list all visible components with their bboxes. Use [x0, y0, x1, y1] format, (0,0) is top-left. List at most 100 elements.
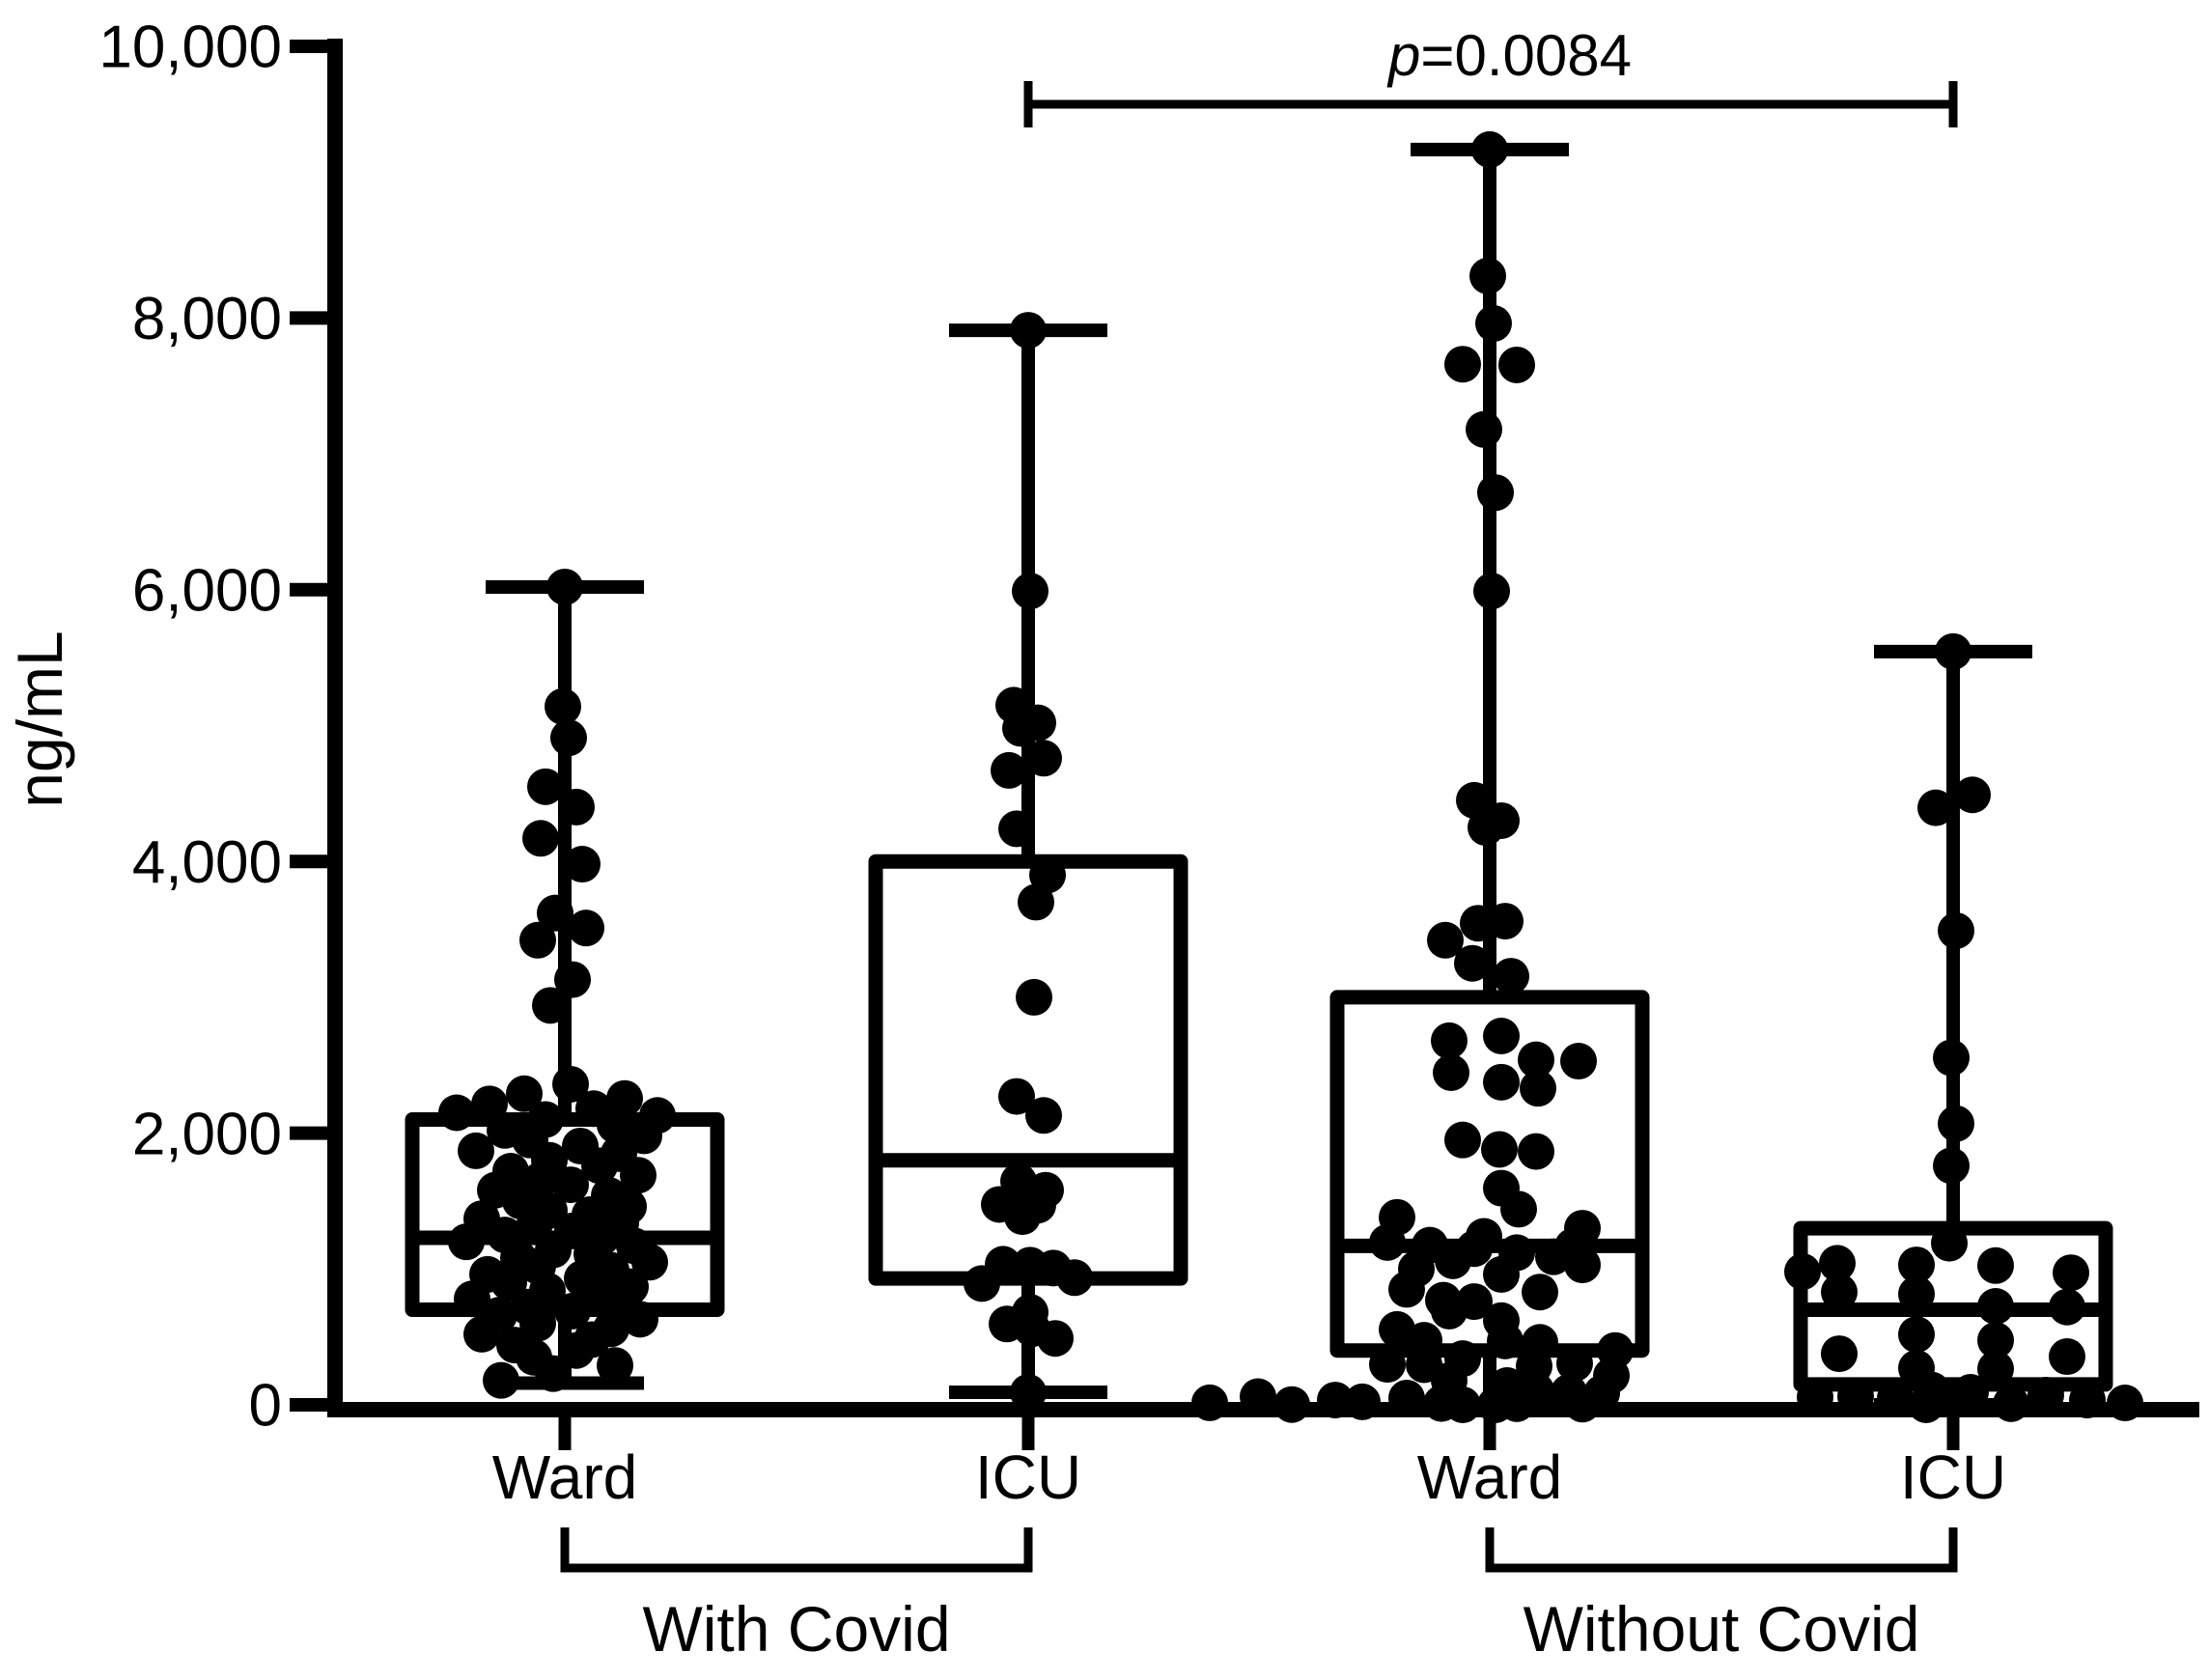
data-point-ward-with-covid: [554, 1292, 591, 1330]
data-point-ward-with-covid: [519, 1304, 556, 1342]
data-point-icu-with-covid: [998, 1078, 1035, 1115]
y-tick-label: 0: [249, 1373, 282, 1440]
data-point-ward-with-covid: [545, 687, 581, 725]
data-point-icu-without-covid: [1917, 789, 1954, 826]
data-point-ward-without-covid: [1522, 1274, 1558, 1311]
data-point-ward-with-covid: [471, 1085, 508, 1123]
data-point-icu-with-covid: [1016, 978, 1052, 1016]
data-point-icu-without-covid: [1954, 776, 1991, 814]
data-point-icu-with-covid: [991, 751, 1027, 789]
data-point-ward-with-covid: [519, 921, 556, 959]
data-point-icu-without-covid: [2107, 1385, 2143, 1422]
data-point-ward-without-covid: [1240, 1378, 1276, 1415]
y-tick-label: 2,000: [132, 1101, 282, 1167]
data-point-icu-without-covid: [1977, 1246, 2014, 1284]
data-point-ward-with-covid: [532, 987, 569, 1024]
data-point-icu-with-covid: [1025, 740, 1062, 777]
data-point-icu-without-covid: [1977, 1287, 2014, 1325]
data-point-ward-without-covid: [1483, 1063, 1520, 1101]
data-point-icu-without-covid: [1821, 1274, 1858, 1311]
y-axis-title: ng/mL: [4, 630, 75, 807]
data-point-icu-with-covid: [1018, 883, 1054, 921]
data-point-icu-without-covid: [1908, 1386, 1944, 1423]
data-point-ward-with-covid: [506, 1075, 543, 1112]
data-point-ward-without-covid: [1483, 1255, 1520, 1293]
y-tick-label: 6,000: [132, 558, 282, 625]
data-point-ward-without-covid: [1535, 1238, 1572, 1275]
data-point-icu-with-covid: [1025, 1097, 1062, 1134]
data-point-ward-with-covid: [546, 568, 583, 605]
data-point-icu-without-covid: [1898, 1246, 1935, 1284]
data-point-ward-with-covid: [463, 1315, 500, 1353]
data-point-ward-without-covid: [1518, 1133, 1554, 1170]
data-point-ward-with-covid: [483, 1361, 519, 1399]
data-point-ward-without-covid: [1468, 809, 1504, 847]
data-point-ward-without-covid: [1473, 573, 1510, 610]
data-point-ward-without-covid: [1460, 905, 1496, 942]
data-point-ward-with-covid: [620, 1157, 657, 1194]
data-point-icu-with-covid: [964, 1265, 1000, 1302]
data-point-icu-without-covid: [1931, 1224, 1968, 1262]
data-point-icu-without-covid: [2027, 1377, 2064, 1414]
y-tick-label: 8,000: [132, 286, 282, 352]
data-point-ward-without-covid: [1475, 305, 1512, 343]
data-point-icu-without-covid: [1898, 1275, 1935, 1313]
data-point-icu-without-covid: [1938, 911, 1974, 949]
y-tick-label: 4,000: [132, 829, 282, 896]
data-point-ward-with-covid: [597, 1106, 633, 1144]
data-point-ward-with-covid: [458, 1132, 494, 1169]
data-point-ward-with-covid: [568, 910, 604, 947]
data-point-icu-without-covid: [1933, 1039, 1970, 1077]
data-point-ward-without-covid: [1477, 474, 1514, 512]
data-point-ward-with-covid: [597, 1347, 633, 1385]
data-point-icu-without-covid: [1784, 1253, 1821, 1291]
data-point-icu-with-covid: [1010, 1374, 1047, 1412]
y-tick-label: 10,000: [98, 14, 282, 81]
data-point-icu-without-covid: [1837, 1378, 1874, 1415]
data-point-ward-without-covid: [1483, 1017, 1520, 1054]
data-point-icu-without-covid: [1797, 1378, 1833, 1415]
group-label-ward-2: Ward: [1417, 1442, 1563, 1512]
data-point-ward-without-covid: [1518, 1041, 1554, 1078]
data-point-ward-without-covid: [1481, 1131, 1518, 1168]
data-point-ward-with-covid: [622, 1301, 658, 1338]
data-point-icu-without-covid: [2049, 1288, 2085, 1326]
data-point-ward-without-covid: [1431, 1292, 1468, 1330]
data-point-icu-without-covid: [1938, 1105, 1974, 1142]
data-point-ward-without-covid: [1454, 944, 1491, 982]
data-point-ward-with-covid: [558, 788, 595, 826]
group-label-icu-1: ICU: [975, 1442, 1081, 1512]
data-point-ward-without-covid: [1191, 1384, 1228, 1421]
data-point-ward-without-covid: [1388, 1379, 1425, 1416]
data-point-ward-with-covid: [552, 1065, 589, 1103]
data-point-ward-without-covid: [1273, 1386, 1310, 1423]
data-point-ward-with-covid: [527, 768, 564, 805]
data-point-ward-without-covid: [1317, 1382, 1354, 1419]
data-point-ward-without-covid: [1369, 1346, 1406, 1384]
data-point-ward-with-covid: [552, 1166, 589, 1204]
data-point-ward-with-covid: [564, 846, 601, 883]
data-point-icu-without-covid: [1977, 1350, 2014, 1387]
data-point-ward-without-covid: [1493, 958, 1529, 995]
data-point-icu-with-covid: [1012, 573, 1049, 610]
data-point-ward-with-covid: [537, 894, 573, 932]
data-point-icu-without-covid: [1877, 1379, 1914, 1416]
group-label-icu-3: ICU: [1900, 1442, 2006, 1512]
data-point-ward-without-covid: [1435, 1242, 1471, 1279]
data-point-ward-with-covid: [558, 1331, 595, 1369]
data-point-ward-without-covid: [1466, 410, 1502, 448]
data-point-icu-without-covid: [1977, 1322, 2014, 1359]
data-point-icu-without-covid: [1952, 1374, 1989, 1412]
data-point-icu-without-covid: [1993, 1385, 2029, 1422]
data-point-ward-with-covid: [554, 961, 591, 998]
data-point-icu-without-covid: [2069, 1382, 2106, 1419]
cluster-label-without-covid: Without Covid: [1524, 1593, 1920, 1665]
data-point-ward-with-covid: [581, 1147, 618, 1185]
data-point-ward-without-covid: [1427, 921, 1464, 959]
data-point-ward-without-covid: [1469, 257, 1506, 294]
data-point-ward-without-covid: [1520, 1070, 1556, 1107]
data-point-ward-without-covid: [1388, 1271, 1425, 1308]
data-point-ward-without-covid: [1444, 346, 1481, 383]
